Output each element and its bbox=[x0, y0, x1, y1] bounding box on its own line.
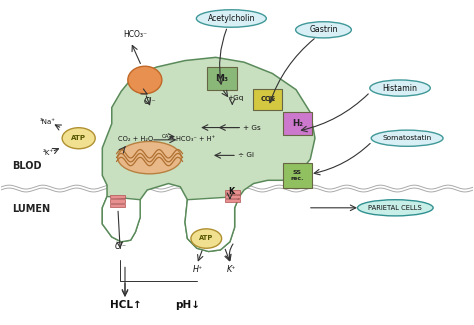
Text: CA: CA bbox=[162, 134, 169, 139]
Text: ²K⁺: ²K⁺ bbox=[42, 150, 54, 156]
FancyBboxPatch shape bbox=[253, 89, 283, 110]
FancyBboxPatch shape bbox=[110, 200, 126, 202]
Text: H₂: H₂ bbox=[292, 119, 303, 128]
Polygon shape bbox=[185, 197, 239, 252]
Ellipse shape bbox=[371, 130, 443, 146]
Text: Somatostatin: Somatostatin bbox=[383, 135, 432, 141]
Text: PARIETAL CELLS: PARIETAL CELLS bbox=[368, 205, 422, 211]
Ellipse shape bbox=[62, 128, 95, 149]
Text: BLOD: BLOD bbox=[12, 161, 42, 171]
Text: CO₂ + H₂O: CO₂ + H₂O bbox=[118, 136, 153, 142]
FancyBboxPatch shape bbox=[110, 203, 126, 207]
Text: Acetylcholin: Acetylcholin bbox=[208, 14, 255, 23]
Ellipse shape bbox=[128, 66, 162, 94]
FancyBboxPatch shape bbox=[225, 190, 240, 194]
Text: ÷ Gi: ÷ Gi bbox=[238, 152, 254, 158]
Ellipse shape bbox=[357, 200, 433, 216]
Polygon shape bbox=[102, 197, 140, 242]
FancyBboxPatch shape bbox=[110, 195, 126, 199]
Text: ³Na⁺: ³Na⁺ bbox=[40, 119, 56, 125]
FancyBboxPatch shape bbox=[283, 163, 312, 188]
Text: Cl⁻: Cl⁻ bbox=[143, 97, 156, 106]
Ellipse shape bbox=[118, 141, 182, 174]
Text: pH↓: pH↓ bbox=[175, 300, 200, 310]
Text: + Gs: + Gs bbox=[243, 124, 260, 131]
Ellipse shape bbox=[196, 10, 266, 27]
Text: HCO₃⁻: HCO₃⁻ bbox=[123, 30, 147, 39]
Text: K⁺: K⁺ bbox=[227, 266, 236, 274]
FancyBboxPatch shape bbox=[207, 67, 237, 90]
Polygon shape bbox=[102, 57, 315, 252]
Ellipse shape bbox=[370, 80, 430, 96]
Text: SS
rec.: SS rec. bbox=[291, 170, 304, 181]
FancyBboxPatch shape bbox=[283, 112, 312, 135]
Text: H⁺: H⁺ bbox=[193, 266, 203, 274]
Ellipse shape bbox=[191, 229, 222, 248]
Ellipse shape bbox=[296, 22, 351, 38]
Text: M₃: M₃ bbox=[215, 74, 228, 83]
FancyBboxPatch shape bbox=[225, 195, 240, 198]
Text: HCO₃⁻ + H⁺: HCO₃⁻ + H⁺ bbox=[176, 136, 215, 142]
Text: Cl⁻: Cl⁻ bbox=[114, 242, 127, 251]
Text: Gastrin: Gastrin bbox=[309, 25, 338, 34]
Text: ATP: ATP bbox=[71, 135, 86, 141]
Text: ATP: ATP bbox=[199, 235, 213, 241]
Text: CCK: CCK bbox=[260, 97, 275, 102]
Text: LUMEN: LUMEN bbox=[12, 204, 51, 215]
Text: +Gq: +Gq bbox=[228, 96, 244, 101]
Text: K: K bbox=[228, 187, 234, 196]
FancyBboxPatch shape bbox=[225, 199, 240, 202]
Text: Histamin: Histamin bbox=[383, 84, 418, 93]
Text: HCL↑: HCL↑ bbox=[110, 300, 142, 310]
